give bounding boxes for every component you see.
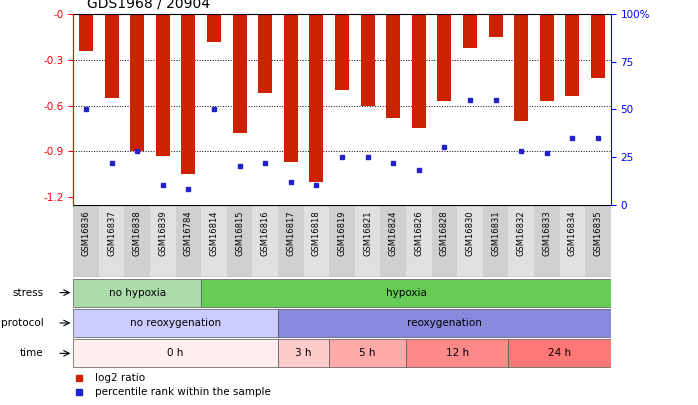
Text: GSM16839: GSM16839 xyxy=(158,210,168,256)
Bar xyxy=(278,339,329,367)
Text: GSM16828: GSM16828 xyxy=(440,210,449,256)
Bar xyxy=(355,205,380,277)
Text: GSM16832: GSM16832 xyxy=(517,210,526,256)
Bar xyxy=(176,205,201,277)
Text: GSM16834: GSM16834 xyxy=(568,210,577,256)
Text: GSM16824: GSM16824 xyxy=(389,210,398,256)
Text: GSM16784: GSM16784 xyxy=(184,210,193,256)
Bar xyxy=(386,14,400,118)
Bar xyxy=(591,14,605,78)
Text: GSM16826: GSM16826 xyxy=(415,210,423,256)
Text: percentile rank within the sample: percentile rank within the sample xyxy=(95,387,271,397)
Text: GSM16837: GSM16837 xyxy=(107,210,116,256)
Bar xyxy=(431,205,457,277)
Text: GSM16836: GSM16836 xyxy=(82,210,91,256)
Bar xyxy=(201,279,611,307)
Bar xyxy=(534,205,560,277)
Bar xyxy=(329,339,406,367)
Text: GSM16815: GSM16815 xyxy=(235,210,244,256)
Bar xyxy=(156,14,170,156)
Bar xyxy=(73,279,201,307)
Bar xyxy=(406,339,508,367)
Text: protocol: protocol xyxy=(1,318,44,328)
Bar xyxy=(73,339,278,367)
Bar xyxy=(105,14,119,98)
Text: GSM16833: GSM16833 xyxy=(542,210,551,256)
Text: 0 h: 0 h xyxy=(168,348,184,358)
Bar xyxy=(329,205,355,277)
Bar xyxy=(489,14,503,37)
Bar xyxy=(131,14,144,151)
Bar xyxy=(380,205,406,277)
Text: GSM16818: GSM16818 xyxy=(312,210,321,256)
Text: reoxygenation: reoxygenation xyxy=(407,318,482,328)
Text: no hypoxia: no hypoxia xyxy=(109,288,166,298)
Text: GSM16835: GSM16835 xyxy=(593,210,602,256)
Bar xyxy=(335,14,349,90)
Bar xyxy=(406,205,431,277)
Bar xyxy=(73,205,99,277)
Bar xyxy=(412,14,426,128)
Bar xyxy=(508,339,611,367)
Bar xyxy=(540,14,554,101)
Text: 3 h: 3 h xyxy=(295,348,312,358)
Bar xyxy=(73,309,278,337)
Text: 5 h: 5 h xyxy=(359,348,376,358)
Text: GSM16830: GSM16830 xyxy=(466,210,475,256)
Text: time: time xyxy=(20,348,44,358)
Bar xyxy=(565,14,579,96)
Bar xyxy=(201,205,227,277)
Bar xyxy=(232,14,246,133)
Bar xyxy=(361,14,375,106)
Text: log2 ratio: log2 ratio xyxy=(95,373,145,383)
Bar xyxy=(278,205,304,277)
Text: GSM16816: GSM16816 xyxy=(261,210,269,256)
Bar xyxy=(309,14,323,182)
Text: 12 h: 12 h xyxy=(445,348,469,358)
Bar xyxy=(585,205,611,277)
Bar xyxy=(150,205,176,277)
Text: hypoxia: hypoxia xyxy=(385,288,426,298)
Text: stress: stress xyxy=(13,288,44,298)
Text: GSM16814: GSM16814 xyxy=(209,210,218,256)
Text: GSM16831: GSM16831 xyxy=(491,210,500,256)
Bar xyxy=(304,205,329,277)
Bar xyxy=(463,14,477,48)
Text: no reoxygenation: no reoxygenation xyxy=(130,318,221,328)
Bar xyxy=(258,14,272,94)
Text: 24 h: 24 h xyxy=(548,348,571,358)
Text: GSM16838: GSM16838 xyxy=(133,210,142,256)
Bar xyxy=(207,14,221,42)
Bar xyxy=(438,14,452,101)
Bar xyxy=(253,205,278,277)
Bar xyxy=(508,205,534,277)
Bar xyxy=(99,205,124,277)
Text: GSM16821: GSM16821 xyxy=(363,210,372,256)
Text: GSM16817: GSM16817 xyxy=(286,210,295,256)
Bar xyxy=(284,14,298,162)
Bar xyxy=(560,205,585,277)
Bar xyxy=(124,205,150,277)
Bar xyxy=(227,205,253,277)
Text: GDS1968 / 20904: GDS1968 / 20904 xyxy=(87,0,210,10)
Bar xyxy=(278,309,611,337)
Bar xyxy=(483,205,508,277)
Text: GSM16819: GSM16819 xyxy=(338,210,346,256)
Bar xyxy=(514,14,528,121)
Bar xyxy=(457,205,483,277)
Bar xyxy=(181,14,195,174)
Bar xyxy=(79,14,93,51)
